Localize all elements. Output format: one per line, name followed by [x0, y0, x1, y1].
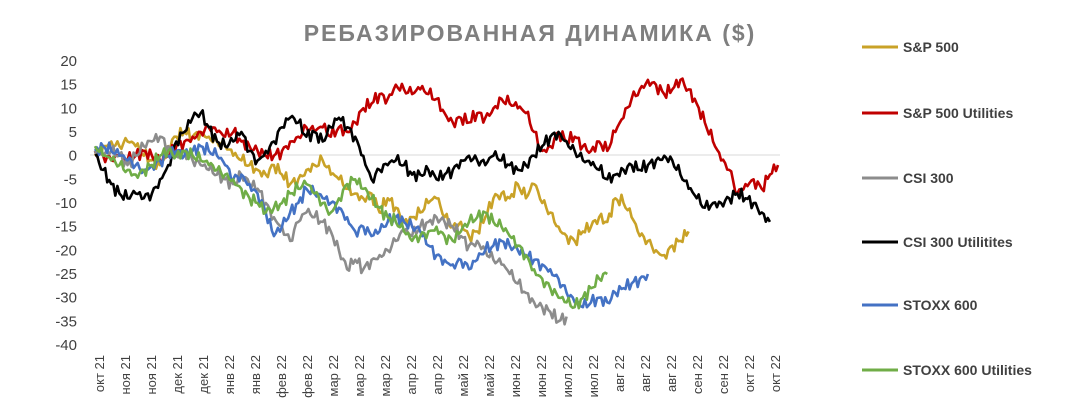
legend-label-4: STOXX 600	[903, 297, 978, 313]
legend-label-3: CSI 300 Utilitites	[903, 234, 1013, 250]
x-tick-label: окт 21	[92, 355, 107, 392]
y-tick-label: -20	[55, 242, 77, 259]
legend-label-2: CSI 300	[903, 170, 954, 186]
series-line-0	[93, 126, 690, 260]
y-tick-label: 10	[60, 100, 77, 117]
chart-title: РЕБАЗИРОВАННАЯ ДИНАМИКА ($)	[304, 20, 757, 46]
x-tick-label: авг 22	[612, 355, 627, 392]
x-tick-label: июн 22	[508, 355, 523, 397]
y-tick-label: -30	[55, 290, 77, 307]
y-tick-label: 15	[60, 77, 77, 94]
x-tick-label: янв 22	[222, 355, 237, 394]
legend: S&P 500 S&P 500 Utilities CSI 300 CSI 300 U…	[862, 39, 1032, 378]
legend-label-5: STOXX 600 Utilities	[903, 362, 1032, 378]
x-tick-label: май 22	[456, 355, 471, 397]
y-tick-label: -5	[64, 171, 77, 188]
x-tick-label: июл 22	[560, 355, 575, 397]
x-tick-label: фев 22	[274, 355, 289, 398]
y-tick-label: -40	[55, 337, 77, 354]
series-line-5	[93, 145, 608, 310]
x-tick-label: ноя 21	[144, 355, 159, 395]
x-tick-label: ноя 21	[118, 355, 133, 395]
series-line-3	[94, 109, 772, 223]
y-tick-label: 20	[60, 53, 77, 70]
x-tick-label: окт 22	[742, 355, 757, 392]
series-line-4	[93, 141, 650, 309]
x-tick-label: фев 22	[300, 355, 315, 398]
y-tick-label: -35	[55, 313, 77, 330]
legend-label-0: S&P 500	[903, 39, 959, 55]
series-line-1	[93, 77, 780, 195]
x-axis: окт 21 ноя 21 ноя 21 дек 21 дек 21 янв 22 янв …	[92, 355, 783, 398]
x-tick-label: май 22	[482, 355, 497, 397]
x-tick-label: мар 22	[326, 355, 341, 396]
x-tick-label: авг 22	[638, 355, 653, 392]
x-tick-label: окт 22	[768, 355, 783, 392]
y-tick-label: -15	[55, 219, 77, 236]
x-tick-label: мар 22	[378, 355, 393, 396]
x-tick-label: июн 22	[534, 355, 549, 397]
series-line-2	[93, 132, 568, 326]
x-tick-label: апр 22	[430, 355, 445, 395]
y-tick-label: 0	[69, 148, 77, 165]
legend-label-1: S&P 500 Utilities	[903, 105, 1013, 121]
x-tick-label: дек 21	[196, 355, 211, 394]
x-tick-label: сен 22	[716, 355, 731, 394]
series-lines	[93, 77, 780, 326]
y-axis: 20 15 10 5 0 -5 -10 -15 -20 -25 -30 -35 -40	[55, 53, 77, 354]
y-tick-label: 5	[69, 124, 77, 141]
x-tick-label: апр 22	[404, 355, 419, 395]
x-tick-label: июл 22	[586, 355, 601, 397]
x-tick-label: авг 22	[664, 355, 679, 392]
x-tick-label: сен 22	[690, 355, 705, 394]
y-tick-label: -10	[55, 195, 77, 212]
x-tick-label: дек 21	[170, 355, 185, 394]
x-tick-label: янв 22	[248, 355, 263, 394]
y-tick-label: -25	[55, 266, 77, 283]
x-tick-label: мар 22	[352, 355, 367, 396]
